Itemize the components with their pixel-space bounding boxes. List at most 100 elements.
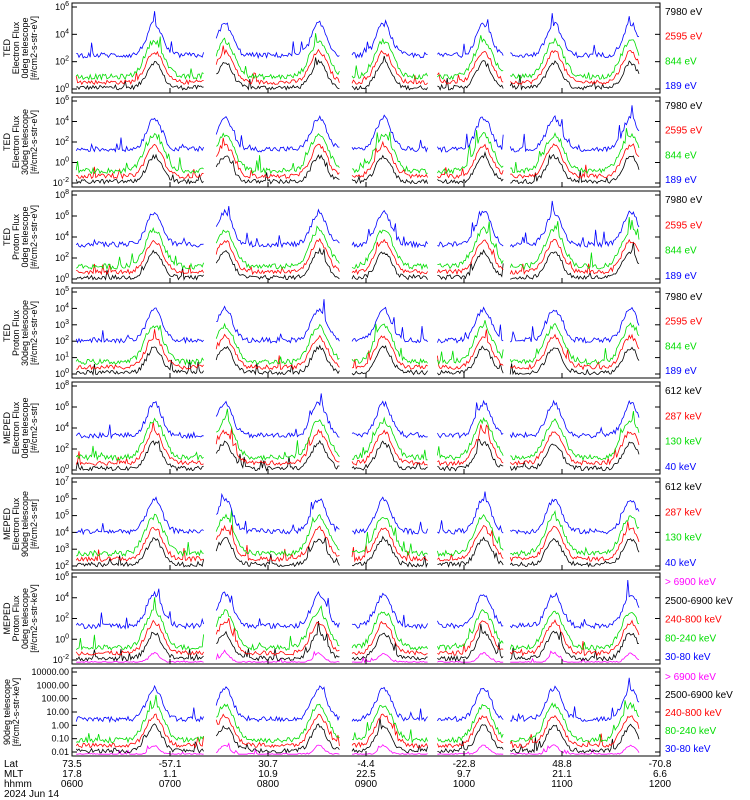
y-axis-label: TED Proton Flux 30deg telescope [#/cm2-s-st…: [2, 300, 39, 366]
panel-7: 106 104 102 100 10-2 MEPED Proton Flux 0deg tel…: [2, 571, 733, 665]
y-label-line: [#/cm2-s-str-keV]: [29, 584, 39, 653]
legend-entry: 80-240 keV: [665, 633, 716, 644]
legend-entry: 40 keV: [665, 558, 696, 569]
y-axis-label: MEPED Proton Flux 0deg telescope [#/cm2-s-s…: [2, 584, 39, 653]
y-label-line: Proton Flux: [11, 213, 21, 260]
legend-entry: 844 eV: [665, 341, 697, 352]
series-line-5-0: [76, 439, 660, 470]
y-tick-label: 102: [55, 136, 69, 147]
legend-entry: 844 eV: [665, 246, 697, 257]
x-row-value: 1200: [649, 779, 672, 790]
legend-entry: 130 keV: [665, 437, 702, 448]
y-axis-label: TED Proton Flux 0deg telescope [#/cm2-s-str…: [2, 205, 39, 269]
y-tick-label: 102: [55, 560, 69, 571]
y-axis-label: TED Electron Flux 30deg telescope [#/cm2-s-…: [2, 109, 39, 175]
panel-8: 10000.00 1000.00 100.00 10.00 1.00 0.10 0.01 90…: [2, 667, 733, 757]
legend-entry: > 6900 keV: [665, 672, 716, 683]
panel-5: 108 106 104 102 100 MEPED Electron Flux 0deg te…: [2, 380, 702, 475]
legend-entry: 189 eV: [665, 271, 697, 282]
y-tick-label: 104: [55, 302, 69, 313]
legend-entry: 80-240 keV: [665, 726, 716, 737]
legend-entry: 2595 eV: [665, 317, 703, 328]
y-tick-label: 0.01: [51, 747, 69, 757]
x-row-value: 1.1: [163, 769, 177, 780]
series-line-2-2: [76, 128, 660, 173]
panel-frame: [71, 477, 661, 571]
y-label-line: Electron Flux: [11, 21, 21, 74]
legend-entry: 240-800 keV: [665, 708, 722, 719]
y-tick-label: 101: [55, 352, 69, 363]
y-tick-label: 100: [55, 368, 69, 379]
legend-entry: 7980 eV: [665, 292, 703, 303]
y-label-line: 0deg telescope: [20, 397, 30, 458]
legend-entry: 7980 eV: [665, 195, 703, 206]
y-label-line: [#/cm2-s-str-eV]: [29, 301, 39, 365]
y-tick-label: 100: [55, 83, 69, 94]
series-line-1-3: [76, 11, 660, 58]
y-axis-label: TED Electron Flux 0deg telescope [#/cm2-s-s…: [2, 16, 39, 80]
y-axis-label: 90deg telescope [#/cm2-s-str-keV]: [2, 678, 21, 747]
x-row-value: 0600: [61, 779, 84, 790]
x-row-value: 10.9: [258, 769, 278, 780]
y-label-line: 0deg telescope: [20, 588, 30, 649]
y-tick-label: 102: [55, 56, 69, 67]
y-label-line: Electron Flux: [11, 401, 21, 454]
legend-entry: 287 keV: [665, 507, 702, 518]
y-label-line: [#/cm2-s-str-eV]: [29, 205, 39, 269]
x-row-value: 30.7: [258, 759, 278, 770]
y-tick-label: 102: [55, 252, 69, 263]
legend-entry: 189 eV: [665, 366, 697, 377]
y-tick-label: 100: [55, 273, 69, 284]
series-line-3-2: [76, 217, 660, 269]
y-tick-label: 105: [55, 510, 69, 521]
y-label-line: 0deg telescope: [20, 17, 30, 78]
panel-2: 106 104 102 100 10-2 TED Electron Flux 30deg te…: [2, 95, 703, 188]
legend-entry: 2500-6900 keV: [665, 596, 733, 607]
panel-1: 106 104 102 100 TED Electron Flux 0deg telesco…: [2, 1, 703, 94]
y-label-line: TED: [2, 323, 12, 342]
series-line-1-0: [76, 56, 660, 90]
y-tick-label: 106: [55, 1, 69, 12]
y-tick-label: 103: [55, 319, 69, 330]
series-line-8-3: [76, 695, 660, 743]
y-label-line: TED: [2, 38, 12, 57]
y-tick-label: 104: [55, 231, 69, 242]
y-label-line: Electron Flux: [11, 497, 21, 550]
x-row-value: 22.5: [356, 769, 376, 780]
y-label-line: TED: [2, 227, 12, 246]
series-line-2-0: [76, 153, 660, 184]
x-row-label: MLT: [4, 769, 23, 780]
y-axis-label: MEPED Electron Flux 90deg telescope [#/cm2-…: [2, 491, 39, 557]
legend-entry: 7980 eV: [665, 7, 703, 18]
series-line-2-1: [76, 138, 660, 179]
y-axis-label: MEPED Electron Flux 0deg telescope [#/cm2-s…: [2, 397, 39, 458]
y-label-line: [#/cm2-s-str-eV]: [29, 110, 39, 174]
y-label-line: 0deg telescope: [20, 206, 30, 267]
panel-6: 107 106 105 104 103 102 MEPED Electron Flux 90de…: [2, 476, 702, 571]
y-label-line: [#/cm2-s-str]: [29, 499, 39, 549]
y-tick-label: 107: [55, 476, 69, 487]
series-line-3-3: [76, 201, 660, 247]
x-row-label: hhmm: [4, 779, 32, 790]
y-tick-label: 106: [55, 401, 69, 412]
series-line-7-4: [76, 580, 660, 628]
x-row-value: 1100: [551, 779, 573, 790]
x-row-value: 0700: [159, 779, 182, 790]
y-label-line: Electron Flux: [11, 115, 21, 168]
y-tick-label: 104: [55, 592, 69, 603]
y-tick-label: 100: [55, 633, 69, 644]
y-tick-label: 104: [55, 28, 69, 39]
y-tick-label: 10-2: [53, 654, 69, 665]
y-tick-label: 106: [55, 571, 69, 582]
y-tick-label: 10.00: [46, 707, 69, 717]
legend-entry: 130 keV: [665, 533, 702, 544]
y-label-line: [#/cm2-s-str-keV]: [11, 678, 21, 747]
y-tick-label: 103: [55, 543, 69, 554]
x-row-value: 48.8: [552, 759, 572, 770]
legend-entry: 7980 eV: [665, 101, 703, 112]
legend-entry: 189 eV: [665, 175, 697, 186]
legend-entry: 2595 eV: [665, 32, 703, 43]
x-row-value: -4.4: [357, 759, 375, 770]
legend-entry: 844 eV: [665, 150, 697, 161]
